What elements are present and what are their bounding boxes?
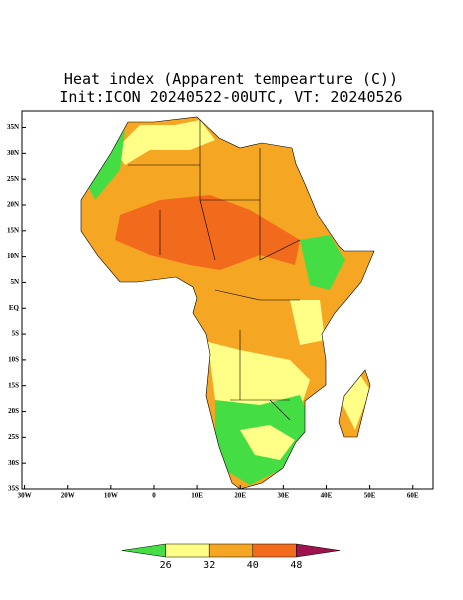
colorbar-segment — [165, 543, 210, 558]
subtitle: Init:ICON 20240522-00UTC, VT: 20240526 — [59, 88, 402, 106]
y-tick-label: 25S — [8, 433, 19, 441]
colorbar-segment — [296, 543, 341, 558]
y-tick-label: 35N — [7, 123, 19, 131]
frame-border — [21, 110, 434, 490]
colorbar-tick-label: 48 — [290, 560, 302, 571]
x-tick-label: 30W — [18, 492, 32, 500]
y-tick-label: 30S — [8, 459, 19, 467]
y-tick-label: EQ — [9, 304, 20, 312]
title: Heat index (Apparent tempearture (C)) — [64, 70, 398, 88]
x-tick-label: 0 — [152, 492, 156, 500]
colorbar-tick-label: 32 — [203, 560, 215, 571]
x-tick-label: 50E — [364, 492, 376, 500]
map-frame: 30W 20W 10W 0 10E 20E 30E 40E 50E 60E 35N 30N 25N 20N… — [7, 110, 434, 500]
y-tick-label: 5S — [12, 330, 20, 338]
colorbar-segment — [252, 543, 297, 558]
x-tick-label: 30E — [278, 492, 290, 500]
x-tick-label: 40E — [321, 492, 333, 500]
x-tick-label: 20E — [234, 492, 246, 500]
y-tick-label: 10N — [7, 252, 19, 260]
colorbar-tick-label: 26 — [160, 560, 172, 571]
x-tick-label: 10W — [104, 492, 118, 500]
y-tick-label: 25N — [7, 175, 19, 183]
colorbar-segment — [208, 543, 254, 558]
borders — [80, 116, 375, 490]
y-tick-label: 30N — [7, 149, 19, 157]
colorbar-tick-label: 40 — [247, 560, 259, 571]
y-tick-label: 5N — [10, 278, 19, 286]
y-tick-label: 20N — [7, 201, 19, 209]
colorbar: 26 32 40 48 — [121, 543, 341, 571]
x-tick-label: 20W — [61, 492, 75, 500]
x-tick-label: 60E — [407, 492, 419, 500]
y-tick-label: 35S — [8, 485, 19, 493]
y-tick-label: 20S — [8, 407, 19, 415]
y-tick-label: 15N — [7, 226, 19, 234]
y-tick-label: 10S — [8, 356, 19, 364]
y-tick-label: 15S — [8, 381, 19, 389]
x-tick-label: 10E — [191, 492, 203, 500]
